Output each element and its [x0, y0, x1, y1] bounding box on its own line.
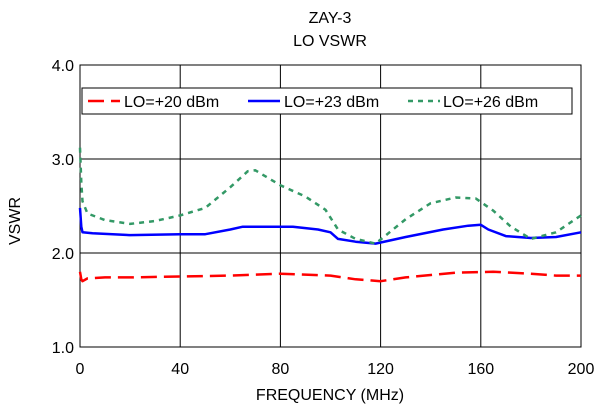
x-tick-label: 160 — [467, 361, 494, 378]
x-tick-labels: 0 40 80 120 160 200 — [76, 361, 595, 378]
x-axis-label: FREQUENCY (MHz) — [256, 387, 404, 404]
y-tick-labels: 1.0 2.0 3.0 4.0 — [52, 58, 74, 357]
y-axis-label: VSWR — [7, 197, 24, 245]
legend-label-2: LO=+23 dBm — [284, 94, 379, 111]
x-tick-label: 0 — [76, 361, 85, 378]
chart-title: ZAY-3 — [309, 10, 352, 27]
legend-label-3: LO=+26 dBm — [443, 94, 538, 111]
y-tick-label: 4.0 — [52, 58, 74, 75]
series-line-2 — [78, 207, 582, 245]
legend-label-1: LO=+20 dBm — [124, 94, 219, 111]
legend: LO=+20 dBm LO=+23 dBm LO=+26 dBm — [81, 87, 573, 115]
series-line-1 — [78, 270, 581, 283]
y-tick-label: 1.0 — [52, 340, 74, 357]
series-line-3 — [78, 147, 582, 245]
plot-border — [79, 64, 582, 348]
x-tick-label: 40 — [171, 361, 189, 378]
x-tick-label: 200 — [568, 361, 595, 378]
chart-subtitle: LO VSWR — [293, 33, 367, 50]
series-layer — [78, 147, 582, 283]
legend-box — [81, 87, 573, 115]
y-tick-label: 3.0 — [52, 152, 74, 169]
x-tick-label: 80 — [272, 361, 290, 378]
x-tick-label: 120 — [367, 361, 394, 378]
y-tick-label: 2.0 — [52, 246, 74, 263]
